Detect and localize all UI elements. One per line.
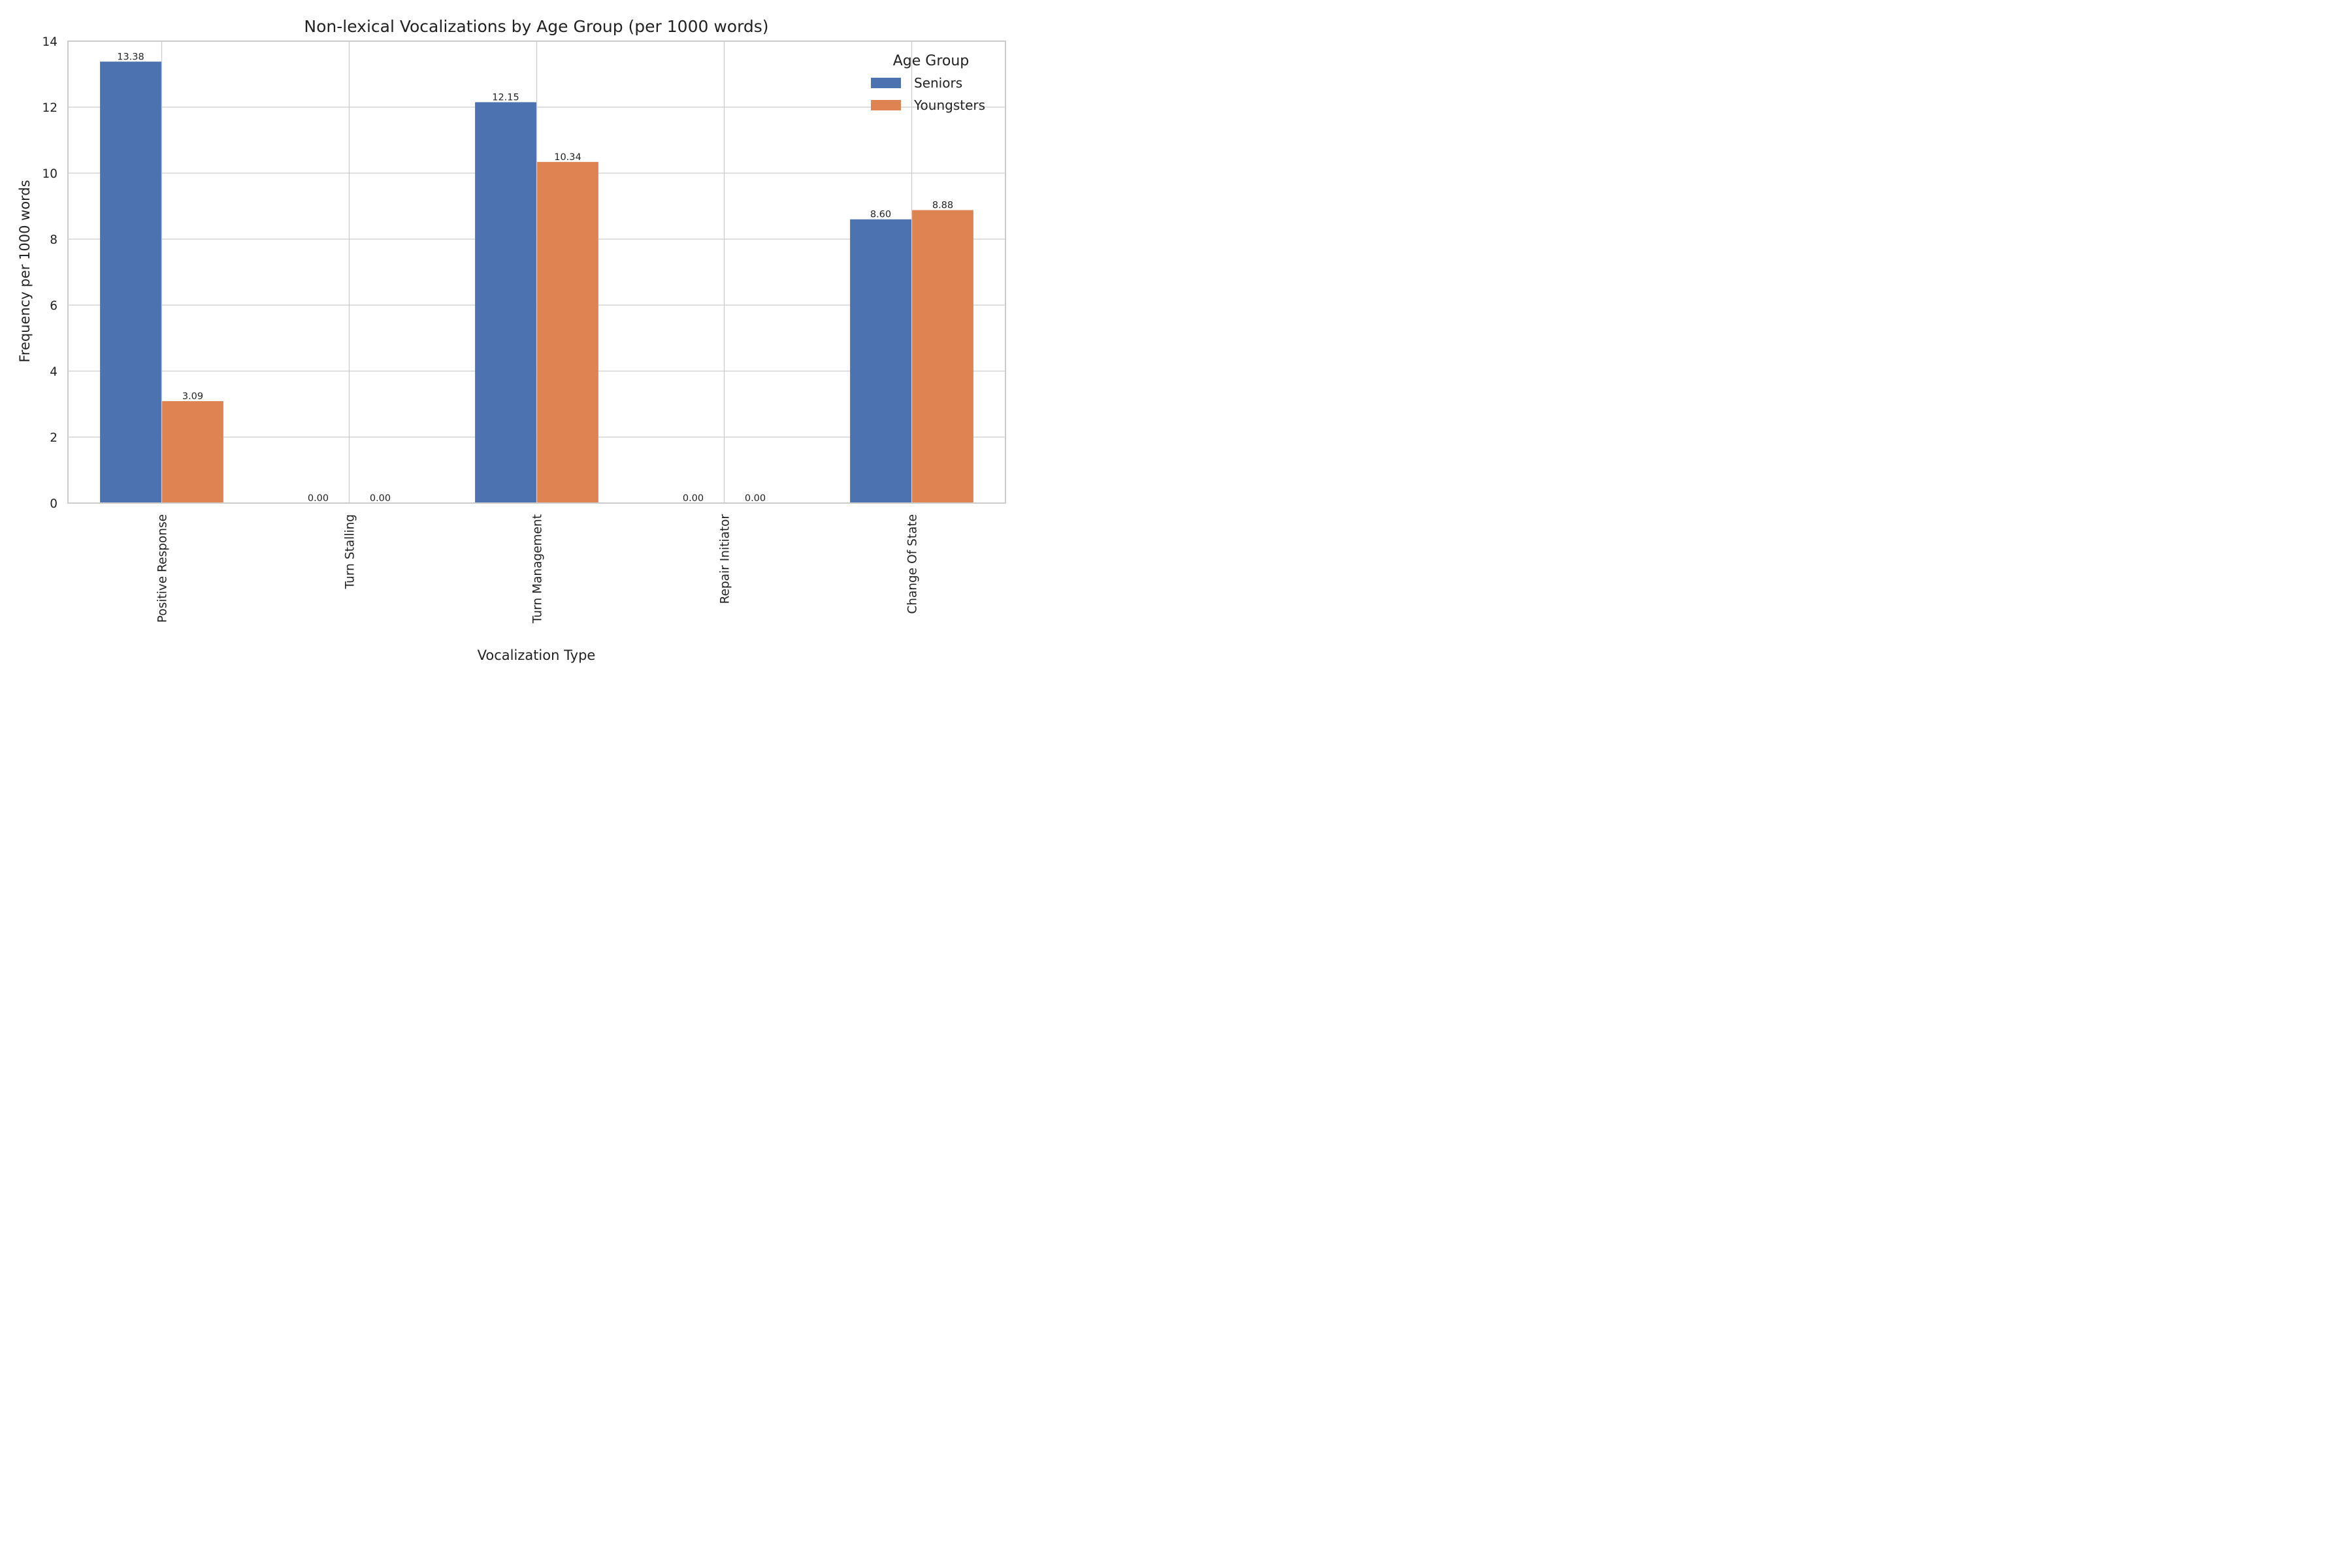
y-tick-label: 10 (42, 167, 57, 181)
chart-container: Non-lexical Vocalizations by Age Group (… (0, 0, 1019, 679)
plot-frame (67, 41, 1006, 504)
bar (912, 210, 973, 503)
bar-value-label: 13.38 (117, 52, 144, 62)
bar-value-label: 3.09 (182, 391, 203, 402)
bar (537, 161, 598, 503)
y-tick-label: 14 (42, 35, 57, 49)
bar-value-label: 8.60 (870, 210, 891, 220)
bar-value-label: 0.00 (308, 493, 329, 504)
y-tick-label: 6 (50, 299, 57, 313)
bar-value-label: 0.00 (370, 493, 391, 504)
bar-value-label: 0.00 (683, 493, 704, 504)
legend-swatch (871, 78, 901, 88)
data-labels: 13.38 0.00 12.15 0.00 8.60 3.09 0.00 10.34 0.00 8… (117, 52, 953, 504)
bar-chart: Non-lexical Vocalizations by Age Group (… (17, 17, 1006, 663)
x-tick-label: Change Of State (906, 514, 920, 614)
y-tick-label: 12 (42, 101, 57, 115)
legend: Age Group Seniors Youngsters (871, 53, 985, 113)
legend-label: Seniors (914, 75, 962, 91)
y-tick-label: 4 (50, 365, 57, 379)
y-tick-label: 0 (50, 497, 57, 511)
y-tick-label: 2 (50, 431, 57, 445)
bars (100, 61, 973, 504)
legend-title: Age Group (893, 53, 970, 69)
y-axis-label: Frequency per 1000 words (17, 180, 33, 362)
bar (475, 102, 536, 504)
y-tick-label: 8 (50, 233, 57, 247)
x-axis-ticks: Positive Response Turn Stalling Turn Manag… (156, 514, 920, 624)
x-tick-label: Turn Management (531, 514, 545, 624)
bar (162, 400, 223, 503)
bar-value-label: 0.00 (745, 493, 766, 504)
legend-swatch (871, 100, 901, 110)
x-tick-label: Repair Initiator (719, 514, 732, 604)
x-axis-label: Vocalization Type (478, 647, 596, 663)
legend-items: Seniors Youngsters (871, 75, 985, 113)
gridlines (68, 41, 1005, 504)
x-tick-label: Turn Stalling (344, 514, 357, 589)
x-tick-label: Positive Response (156, 514, 170, 623)
bar-value-label: 8.88 (932, 201, 953, 211)
y-axis-ticks: 0 2 4 6 8 10 12 14 (42, 35, 57, 511)
bar (850, 219, 911, 503)
chart-title: Non-lexical Vocalizations by Age Group (… (304, 17, 768, 36)
legend-label: Youngsters (913, 97, 985, 113)
bar (100, 61, 161, 503)
bar-value-label: 10.34 (554, 152, 581, 163)
bar-value-label: 12.15 (492, 92, 519, 103)
